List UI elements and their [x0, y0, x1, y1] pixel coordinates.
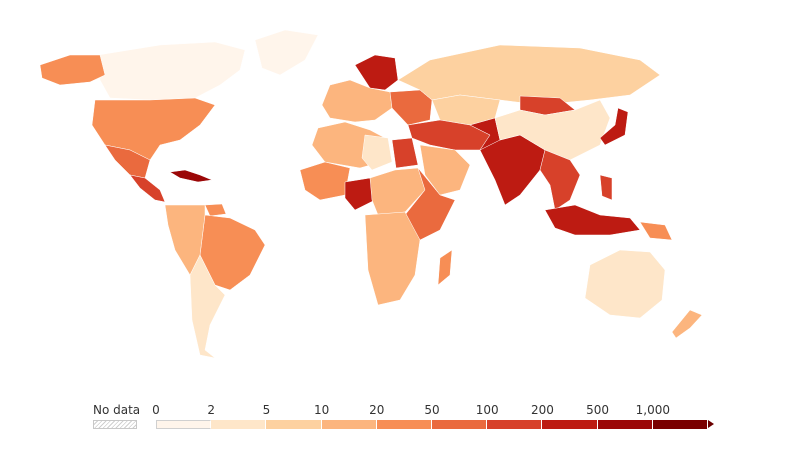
- region-india[interactable]: [479, 134, 546, 206]
- region-caribbean[interactable]: [169, 169, 213, 183]
- region-argentina[interactable]: [189, 254, 226, 359]
- region-alaska[interactable]: [39, 54, 106, 86]
- region-southeast-asia[interactable]: [539, 149, 581, 211]
- legend-bin-0: [156, 420, 212, 429]
- legend-bin-7: [542, 420, 598, 429]
- region-egypt[interactable]: [391, 137, 419, 169]
- no-data-label: No data: [93, 403, 141, 417]
- region-guianas[interactable]: [204, 203, 227, 217]
- legend-bin-8: [597, 420, 653, 429]
- region-libya[interactable]: [361, 134, 393, 171]
- region-central-america[interactable]: [129, 174, 166, 203]
- legend-bin-5: [431, 420, 488, 429]
- legend-color-bar: [156, 420, 714, 429]
- region-greenland[interactable]: [254, 29, 319, 76]
- region-arabian-peninsula[interactable]: [419, 144, 471, 196]
- region-indonesia[interactable]: [544, 204, 641, 236]
- legend-tick-label: 2: [207, 403, 216, 417]
- region-southern-africa[interactable]: [364, 211, 421, 306]
- region-united-states[interactable]: [91, 97, 216, 161]
- region-eastern-europe[interactable]: [389, 89, 433, 126]
- region-australia[interactable]: [584, 249, 666, 319]
- legend-bin-2: [266, 420, 322, 429]
- region-philippines[interactable]: [599, 174, 613, 201]
- legend-tick-label: 200: [530, 403, 554, 417]
- region-japan[interactable]: [599, 107, 629, 146]
- legend-tick-label: 1,000: [635, 403, 670, 417]
- region-madagascar[interactable]: [437, 249, 453, 286]
- legend-bin-1: [211, 420, 267, 429]
- legend-tick-label: 5: [262, 403, 271, 417]
- legend-overflow-arrow: [707, 420, 714, 428]
- region-russia[interactable]: [397, 44, 661, 106]
- legend-bin-3: [321, 420, 377, 429]
- legend-tick-label: 10: [313, 403, 330, 417]
- no-data-swatch: [93, 420, 137, 429]
- region-nigeria[interactable]: [344, 177, 376, 211]
- legend-tick-label: 0: [152, 403, 160, 417]
- legend-tick-label: 100: [475, 403, 499, 417]
- region-china[interactable]: [494, 99, 611, 161]
- legend-bin-4: [376, 420, 432, 429]
- legend-tick-label: 500: [586, 403, 610, 417]
- world-map: [39, 29, 703, 359]
- color-legend: No data 0 2 5 10 20 50 100 200 500 1,000: [0, 398, 800, 438]
- region-canada[interactable]: [97, 41, 246, 101]
- region-papua-new-guinea[interactable]: [639, 221, 673, 241]
- region-central-africa[interactable]: [369, 167, 426, 216]
- region-western-europe[interactable]: [321, 79, 393, 123]
- legend-tick-label: 50: [424, 403, 440, 417]
- region-west-africa[interactable]: [299, 161, 351, 201]
- region-new-zealand[interactable]: [671, 309, 703, 339]
- legend-tick-label: 20: [369, 403, 385, 417]
- region-east-africa[interactable]: [404, 167, 456, 241]
- legend-bin-6: [487, 420, 543, 429]
- legend-bin-9: [652, 420, 708, 429]
